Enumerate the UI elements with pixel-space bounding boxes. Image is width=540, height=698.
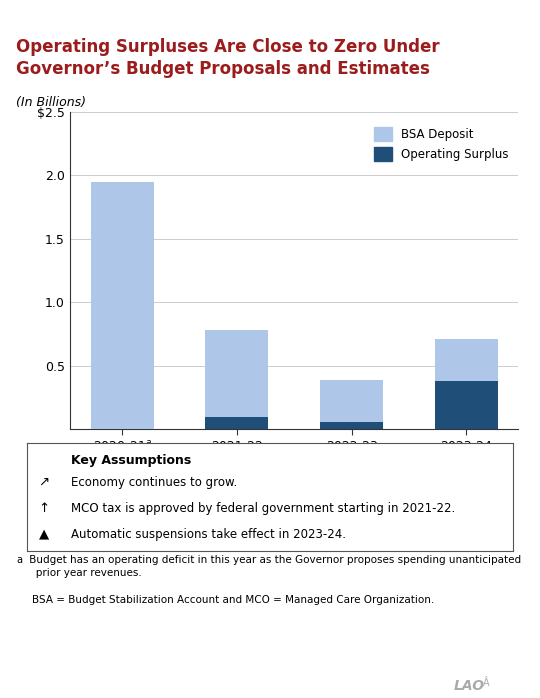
Bar	[320, 380, 383, 422]
Text: ↑: ↑	[38, 502, 50, 514]
Bar	[91, 181, 154, 429]
Text: Figure 4: Figure 4	[12, 8, 74, 21]
Text: Automatic suspensions take effect in 2023-24.: Automatic suspensions take effect in 202…	[71, 528, 346, 541]
Bar	[205, 417, 268, 429]
Text: ↗: ↗	[38, 475, 50, 489]
Text: ▲: ▲	[39, 528, 49, 541]
Text: Key Assumptions: Key Assumptions	[71, 454, 191, 467]
Bar	[435, 339, 498, 381]
Text: LAO: LAO	[454, 678, 484, 692]
Text: MCO tax is approved by federal government starting in 2021-22.: MCO tax is approved by federal governmen…	[71, 502, 455, 514]
Bar	[435, 381, 498, 429]
Text: a: a	[16, 555, 22, 565]
Text: Budget has an operating deficit in this year as the Governor proposes spending u: Budget has an operating deficit in this …	[26, 555, 521, 578]
Text: Operating Surpluses Are Close to Zero Under
Governor’s Budget Proposals and Esti: Operating Surpluses Are Close to Zero Un…	[16, 38, 440, 78]
Text: BSA = Budget Stabilization Account and MCO = Managed Care Organization.: BSA = Budget Stabilization Account and M…	[32, 595, 435, 604]
Legend: BSA Deposit, Operating Surplus: BSA Deposit, Operating Surplus	[371, 124, 512, 165]
Text: Â: Â	[483, 678, 490, 688]
Bar	[320, 422, 383, 429]
Bar	[205, 330, 268, 417]
Text: Economy continues to grow.: Economy continues to grow.	[71, 475, 237, 489]
Text: (In Billions): (In Billions)	[16, 96, 86, 110]
